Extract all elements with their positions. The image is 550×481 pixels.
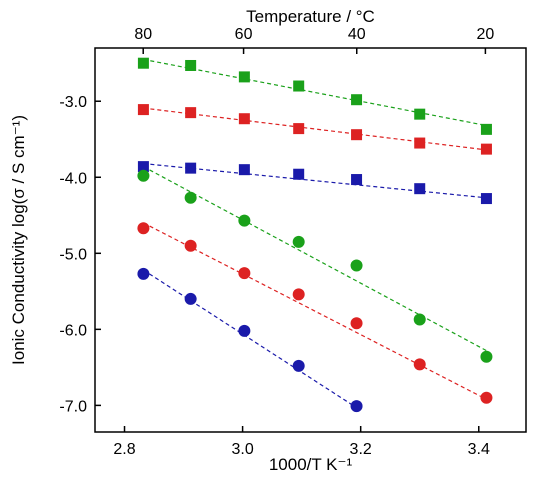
x-tick-label: 3.4 [468,441,490,458]
data-point-square [185,59,197,71]
data-point-circle [137,267,150,280]
fit-line-1 [143,107,487,151]
x-tick-label: 3.2 [350,441,372,458]
fit-line-0 [143,58,487,127]
data-point-circle [292,235,305,248]
data-points [137,57,493,413]
data-point-circle [137,169,150,182]
data-point-square [414,137,426,149]
data-point-square [238,113,250,125]
data-point-square [293,80,305,92]
data-point-circle [480,391,493,404]
data-point-circle [184,239,197,252]
top-tick-label: 40 [348,26,366,43]
top-axis-title: Temperature / °C [246,7,375,26]
data-point-square [414,108,426,120]
fit-lines [143,58,487,409]
y-tick-label: -5.0 [59,246,87,263]
data-point-circle [350,259,363,272]
data-point-square [351,129,363,141]
x-axis-title: 1000/T K⁻¹ [269,455,353,474]
data-point-circle [292,359,305,372]
top-tick-label: 60 [235,26,253,43]
data-point-square [137,57,149,69]
data-point-square [480,123,492,135]
data-point-circle [238,214,251,227]
y-tick-label: -6.0 [59,322,87,339]
fit-line-5 [143,269,357,409]
data-point-square [480,193,492,205]
y-tick-label: -4.0 [59,170,87,187]
top-tick-label: 80 [134,26,152,43]
data-point-circle [137,222,150,235]
y-tick-label: -3.0 [59,94,87,111]
data-point-circle [350,317,363,330]
fit-line-4 [143,222,487,400]
data-point-square [238,164,250,176]
data-point-circle [350,400,363,413]
data-point-square [185,107,197,119]
data-point-square [185,162,197,174]
data-point-circle [413,313,426,326]
data-point-circle [238,267,251,280]
data-point-square [351,94,363,106]
y-tick-label: -7.0 [59,398,87,415]
top-tick-label: 20 [476,26,494,43]
fit-line-3 [143,166,487,352]
data-point-circle [292,288,305,301]
data-point-square [137,161,149,173]
y-axis-title: Ionic Conductivity log(σ / S cm⁻¹) [9,115,28,365]
data-point-square [351,174,363,186]
data-point-circle [413,358,426,371]
data-point-square [293,168,305,180]
data-point-circle [480,350,493,363]
data-point-square [238,71,250,83]
fit-line-2 [143,162,487,199]
data-point-square [137,104,149,116]
x-tick-label: 2.8 [113,441,135,458]
x-tick-label: 3.0 [231,441,253,458]
data-point-square [480,143,492,155]
plot-frame [94,47,527,433]
axis-ticks: 2.8 3.0 3.2 3.4 -3.0 -4.0 -5.0 -6.0 -7.0 80 60 40 20 [59,26,494,458]
data-point-square [414,183,426,195]
data-point-circle [238,324,251,337]
data-point-circle [184,191,197,204]
data-point-circle [184,292,197,305]
data-point-square [293,123,305,135]
